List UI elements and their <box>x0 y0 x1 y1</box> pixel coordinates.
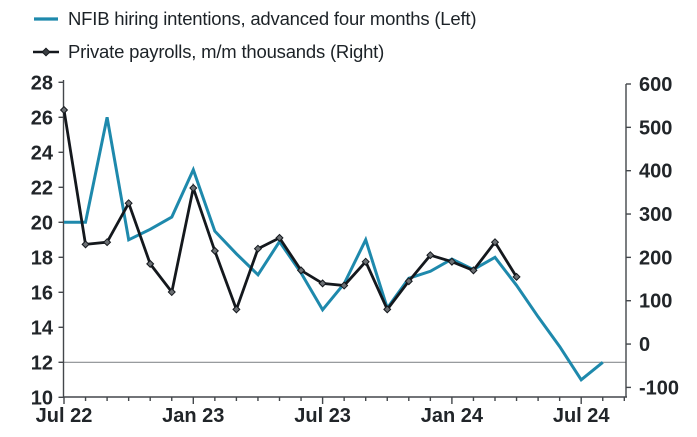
payrolls-diamond-marker <box>146 259 155 268</box>
payrolls-diamond-marker <box>447 257 457 266</box>
y-axis-left-tick-label: 22 <box>31 177 53 199</box>
payrolls-diamond-marker <box>189 183 198 193</box>
payrolls-swatch-line-diamond-icon <box>33 46 59 57</box>
legend-item-payrolls: Private payrolls, m/m thousands (Right) <box>33 35 476 68</box>
x-axis-tick-label: Jan 23 <box>162 405 224 427</box>
payrolls-diamond-marker <box>296 266 306 275</box>
x-axis-tick-label: Jul 24 <box>553 405 611 427</box>
y-axis-left-tick-label: 16 <box>31 282 53 304</box>
y-axis-left-tick-label: 26 <box>31 107 53 129</box>
payrolls-diamond-marker <box>318 279 327 288</box>
payrolls-diamond-marker <box>210 246 219 255</box>
payrolls-diamond-marker <box>383 305 392 314</box>
y-axis-right-tick-label: 200 <box>639 247 672 269</box>
y-axis-left-tick-label: 20 <box>31 212 53 234</box>
payrolls-diamond-marker <box>340 281 349 290</box>
y-axis-left-tick-label: 14 <box>31 317 54 339</box>
y-axis-left-tick-label: 12 <box>31 352 53 374</box>
y-axis-left-tick-label: 24 <box>31 142 54 164</box>
x-axis-tick-label: Jul 22 <box>36 405 93 427</box>
y-axis-right-tick-label: 100 <box>639 291 672 313</box>
y-axis-right-tick-label: 400 <box>639 161 672 183</box>
nfib-series-line <box>64 116 604 383</box>
payrolls-diamond-marker <box>361 257 370 266</box>
payrolls-diamond-marker <box>167 287 176 297</box>
payrolls-diamond-marker <box>102 238 112 247</box>
payrolls-diamond-marker <box>469 266 478 275</box>
y-axis-right-tick-label: -100 <box>639 377 679 399</box>
payrolls-diamond-marker <box>81 240 90 249</box>
payrolls-diamond-marker <box>512 272 521 281</box>
y-axis-right-tick-label: 600 <box>639 74 672 96</box>
payrolls-diamond-marker <box>124 199 133 208</box>
payrolls-diamond-marker <box>253 244 263 253</box>
nfib-swatch-line-icon <box>34 16 58 21</box>
payrolls-diamond-marker <box>426 251 435 260</box>
chart-legend: NFIB hiring intentions, advanced four mo… <box>33 2 477 68</box>
legend-label-payrolls: Private payrolls, m/m thousands (Right) <box>68 40 385 62</box>
y-axis-right-tick-label: 500 <box>639 117 672 139</box>
payrolls-diamond-marker <box>232 305 241 314</box>
payrolls-diamond-marker <box>275 233 284 242</box>
y-axis-left-tick-label: 18 <box>31 247 53 269</box>
payrolls-diamond-marker <box>59 105 69 115</box>
y-axis-right-tick-label: 0 <box>639 334 650 356</box>
x-axis-tick-label: Jul 23 <box>294 405 351 427</box>
payrolls-line-diamond-swatch <box>33 46 59 58</box>
legend-label-nfib: NFIB hiring intentions, advanced four mo… <box>68 7 477 29</box>
y-axis-left-tick-label: 28 <box>31 72 53 94</box>
nfib-line-swatch <box>33 13 59 25</box>
payrolls-series-line <box>62 109 518 314</box>
x-axis-tick-label: Jan 24 <box>421 405 484 427</box>
payrolls-diamond-marker <box>404 277 413 286</box>
y-axis-right-tick-label: 300 <box>639 204 672 226</box>
y-axis-left-tick-label: 10 <box>31 387 53 409</box>
payrolls-diamond-marker <box>490 238 500 247</box>
legend-item-nfib: NFIB hiring intentions, advanced four mo… <box>33 2 477 35</box>
